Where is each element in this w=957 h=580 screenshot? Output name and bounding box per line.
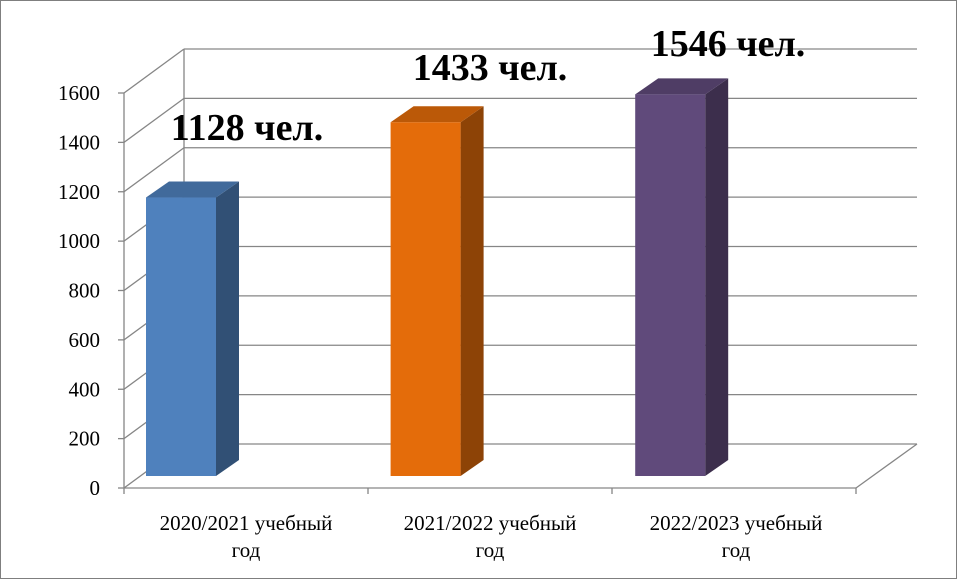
category-label-0-line-0: 2020/2021 учебный xyxy=(160,511,333,535)
data-label-0: 1128 чел. xyxy=(171,107,324,149)
gridline-depth-1600 xyxy=(123,48,185,94)
category-label-1-line-0: 2021/2022 учебный xyxy=(404,511,577,535)
data-label-2: 1546 чел. xyxy=(651,23,806,65)
bar-2 xyxy=(635,94,706,477)
bar-top-1 xyxy=(390,106,484,123)
bar-side-2 xyxy=(705,78,729,477)
bar-top-2 xyxy=(635,78,729,95)
data-label-1: 1433 чел. xyxy=(413,47,568,89)
y-tick-label-400: 400 xyxy=(69,377,101,401)
gridline-depth-1400 xyxy=(123,97,185,143)
y-tick-label-600: 600 xyxy=(69,328,101,352)
category-label-0-line-1: год xyxy=(232,538,261,562)
floor-right-edge xyxy=(855,443,918,489)
category-label-2-line-1: год xyxy=(722,538,751,562)
y-tick-label-200: 200 xyxy=(69,427,101,451)
y-tick-label-1600: 1600 xyxy=(58,81,100,105)
y-tick-label-800: 800 xyxy=(69,279,101,303)
y-tick-label-1000: 1000 xyxy=(58,229,100,253)
y-tick-label-0: 0 xyxy=(90,476,101,500)
bar-1 xyxy=(390,122,461,477)
y-tick-label-1400: 1400 xyxy=(58,130,100,154)
y-tick-label-1200: 1200 xyxy=(58,180,100,204)
bar-side-1 xyxy=(460,106,484,477)
bar-0 xyxy=(146,197,216,476)
category-label-1-line-1: год xyxy=(476,538,505,562)
gridline-depth-1200 xyxy=(123,147,185,193)
bar-side-0 xyxy=(216,181,239,476)
category-label-2-line-0: 2022/2023 учебный xyxy=(650,511,823,535)
bar-top-0 xyxy=(146,181,239,198)
